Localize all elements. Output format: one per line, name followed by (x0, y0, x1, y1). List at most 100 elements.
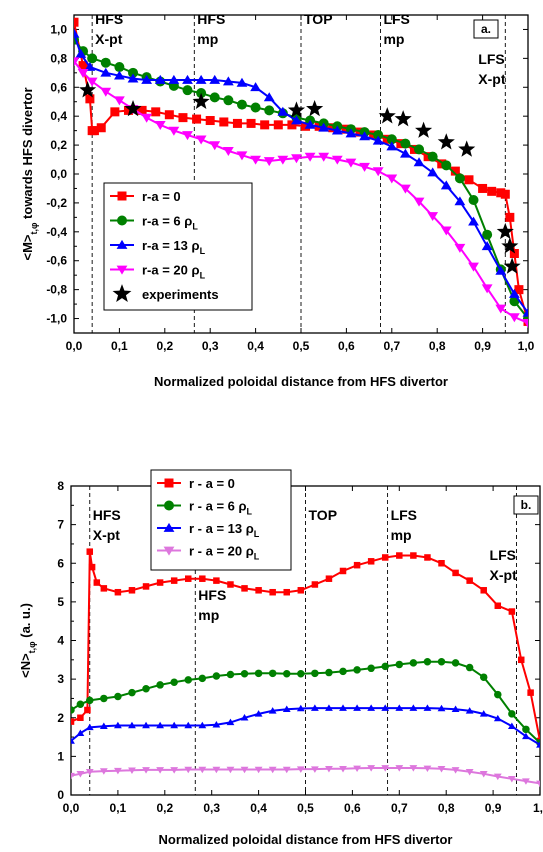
series-r-a-20-l-point (522, 319, 528, 329)
legend-label-subscript: L (200, 271, 206, 281)
series-r-a-6-l-point (170, 678, 178, 686)
region-label: LFS (490, 547, 516, 563)
series-r-a-6-l-point (236, 99, 247, 110)
series-r-a-6-l-point (268, 669, 277, 678)
series-r-a-0-point (110, 107, 120, 117)
series-r-a-6-l-point (414, 144, 425, 155)
region-label: X-pt (95, 31, 123, 47)
y-axis-label-main: <N> (18, 653, 33, 678)
series-r-a-13-l-point (127, 73, 139, 83)
series-r-a-6-l-point (395, 660, 404, 669)
series-r-a-20-l-point (479, 770, 488, 778)
series-r-a-6-l-point (86, 696, 94, 705)
series-r-a-13-l-point (128, 721, 136, 729)
series-r-a-13-l-point (507, 722, 516, 730)
legend-label-text: r - a = 6 ρ (189, 499, 247, 514)
legend-box (103, 182, 253, 311)
series-r-a-13-l-point (493, 714, 502, 722)
x-tick-label: 0,8 (429, 339, 446, 353)
series-r-a-20-l-point (493, 773, 502, 781)
series-r-a-13-l-point (71, 737, 75, 744)
series-r-a-13-l-point (209, 74, 221, 84)
legend-label-subscript: L (254, 529, 260, 539)
y-axis-label: <N>t,φ (a. u.) (18, 603, 37, 678)
series-r-a-6-l-point (240, 669, 249, 678)
series-r-a-13-l-point (170, 721, 179, 729)
series-r-a-0-point (527, 689, 534, 696)
series-r-a-13-l-point (141, 74, 153, 84)
legend-label: r-a = 6 ρL (142, 214, 198, 232)
series-r-a-20-l-point (282, 766, 291, 774)
series-r-a-20-l-point (142, 767, 150, 774)
series-r-a-20-l-point (359, 162, 370, 172)
x-tick-label: 0,4 (247, 339, 264, 353)
series-experiments-point (192, 92, 210, 110)
series-r-a-6-l-point (451, 659, 460, 667)
x-axis-label: Normalized poloidal distance from HFS di… (154, 374, 448, 389)
series-r-a-20-l-point (212, 766, 221, 774)
legend-label: experiments (142, 287, 219, 302)
series-r-a-20-l-point (156, 767, 165, 774)
series-r-a-0-point (367, 558, 375, 565)
series-r-a-6-l-point (226, 670, 235, 679)
series-r-a-20-l-point (128, 767, 136, 774)
series-r-a-13-l-point (413, 157, 425, 167)
series-r-a-20-l-point (522, 778, 530, 785)
y-tick-label: 0,8 (50, 51, 67, 65)
series-r-a-0-point (88, 563, 96, 571)
region-label: mp (197, 31, 218, 47)
y-tick-label: 2 (57, 711, 64, 725)
series-r-a-0-point (170, 577, 178, 584)
series-r-a-20-l-point (236, 151, 248, 161)
series-r-a-20-l-point (182, 131, 193, 141)
series-r-a-20-l-point (141, 113, 153, 123)
series-r-a-0-point (500, 189, 510, 199)
series-r-a-13-l-point (386, 141, 398, 151)
series-r-a-6-l-point (223, 95, 234, 106)
series-r-a-13-l-point (310, 704, 319, 711)
region-label: HFS (95, 11, 123, 27)
series-r-a-0-point (505, 212, 515, 222)
series-r-a-0-point (185, 575, 192, 582)
y-tick-label: 1 (57, 749, 64, 763)
legend-label-text: r-a = 6 ρ (142, 214, 192, 229)
series-r-a-20-l-point (86, 77, 98, 87)
series-r-a-6-l-point (100, 694, 108, 703)
series-r-a-20-l-point (310, 766, 319, 773)
series-r-a-13-l-point (240, 714, 249, 721)
series-r-a-13-l-point (465, 707, 474, 714)
series-r-a-13-l-point (268, 707, 277, 714)
series-experiments-point (378, 107, 396, 124)
series-r-a-0-point (464, 175, 474, 185)
series-r-a-6-l-point (522, 725, 530, 734)
series-r-a-13-l-point (263, 92, 275, 102)
legend-label-text: r - a = 0 (189, 476, 235, 491)
x-tick-label: 0,2 (156, 801, 173, 815)
series-r-a-20-l-point (222, 147, 234, 157)
series-r-a-13-l-point (451, 705, 460, 713)
series-r-a-0-point (297, 587, 305, 594)
series-r-a-20-l-point (170, 767, 179, 774)
series-r-a-20-l-point (99, 768, 108, 775)
y-axis-label-rest: towards HFS divertor (20, 87, 35, 222)
series-r-a-13-l-point (437, 704, 446, 712)
series-r-a-13-l-point (182, 74, 193, 84)
series-r-a-6-l-point (198, 674, 207, 683)
series-r-a-6-l-point (182, 85, 193, 96)
legend-label: r - a = 0 (189, 476, 235, 491)
region-label: LFS (478, 51, 504, 67)
series-r-a-13-l-point (536, 741, 540, 748)
y-tick-label: 0,2 (50, 138, 67, 152)
panel-label-box (513, 495, 539, 515)
series-r-a-13-l-point (156, 721, 165, 729)
panel-label-box (473, 19, 499, 39)
series-r-a-6-l-point (482, 229, 493, 240)
series-r-a-13-l-point (359, 131, 370, 141)
x-tick-label: 0,9 (485, 801, 502, 815)
series-r-a-6-l-point (409, 659, 418, 667)
series-r-a-0-point (438, 560, 445, 567)
series-r-a-13-l-point (114, 721, 122, 729)
y-tick-label: 7 (57, 518, 64, 532)
series-r-a-20-l-point (74, 57, 80, 67)
